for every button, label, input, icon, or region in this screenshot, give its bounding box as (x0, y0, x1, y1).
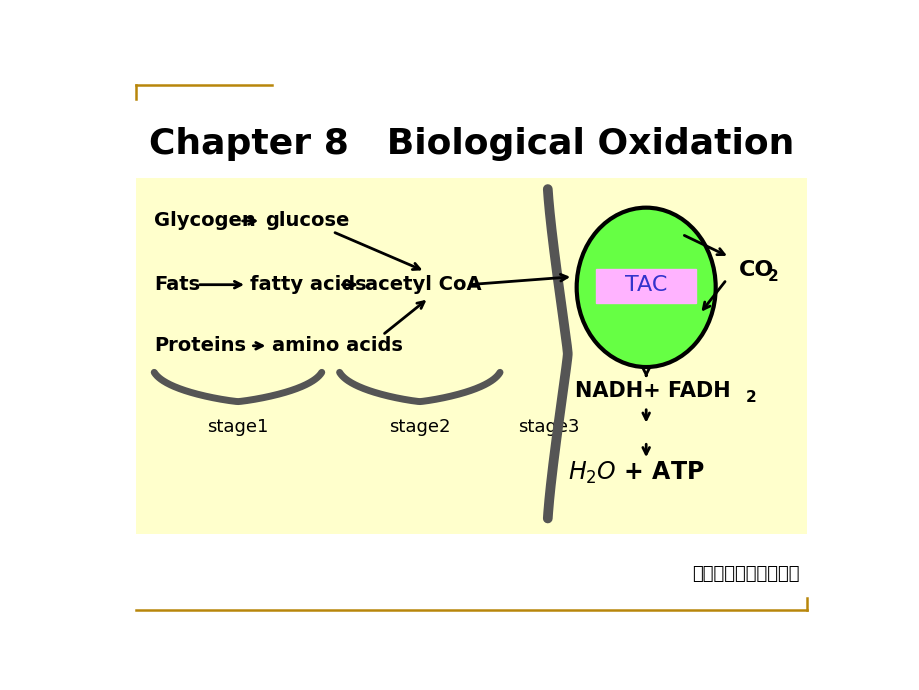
Text: Proteins: Proteins (154, 336, 246, 355)
Text: stage3: stage3 (517, 417, 579, 435)
FancyBboxPatch shape (136, 179, 806, 534)
Text: 2: 2 (767, 269, 778, 284)
Text: Glycogen: Glycogen (154, 211, 255, 230)
Text: 所有图片均来自互联网: 所有图片均来自互联网 (691, 565, 799, 583)
Text: acetyl CoA: acetyl CoA (364, 275, 481, 294)
Text: fatty acids: fatty acids (250, 275, 367, 294)
Ellipse shape (576, 208, 715, 367)
Text: glucose: glucose (265, 211, 348, 230)
Text: Fats: Fats (154, 275, 200, 294)
Text: CO: CO (738, 260, 774, 280)
Text: $H_2O$ + ATP: $H_2O$ + ATP (568, 460, 704, 486)
Text: amino acids: amino acids (272, 336, 403, 355)
FancyBboxPatch shape (596, 269, 696, 304)
Text: TAC: TAC (624, 275, 666, 295)
Text: Chapter 8   Biological Oxidation: Chapter 8 Biological Oxidation (149, 127, 793, 161)
Text: stage1: stage1 (207, 417, 268, 435)
Text: stage2: stage2 (389, 417, 450, 435)
Text: NADH+ FADH: NADH+ FADH (574, 381, 730, 401)
Text: 2: 2 (745, 390, 756, 405)
